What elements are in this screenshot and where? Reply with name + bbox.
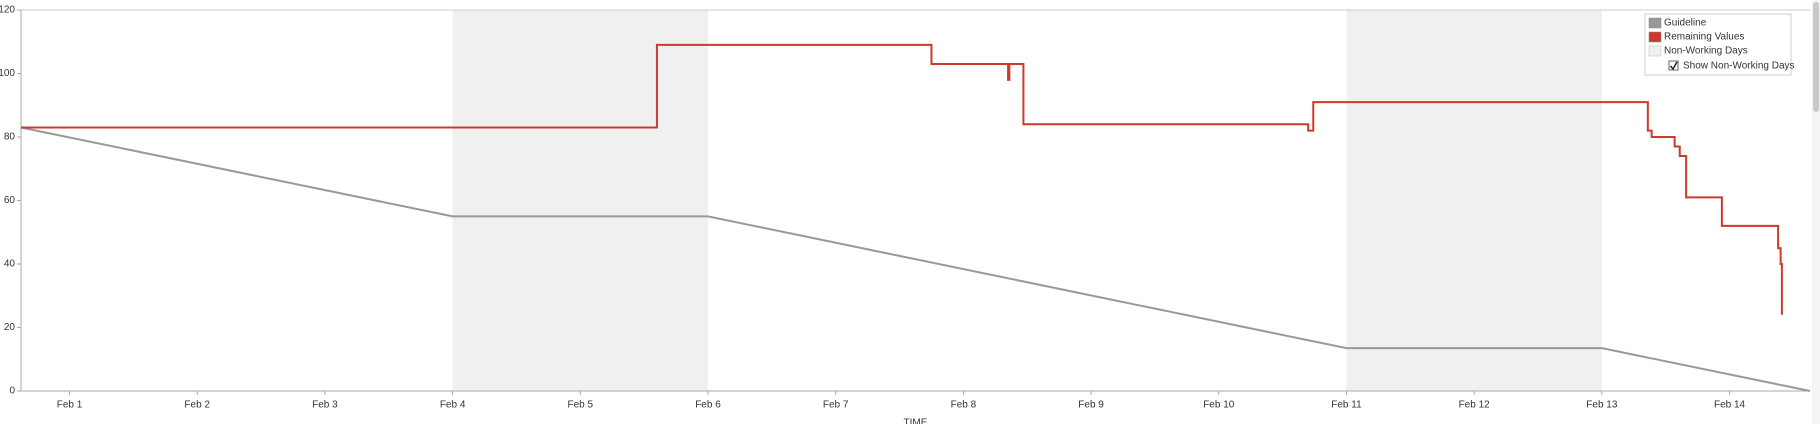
non-working-band [452, 10, 708, 391]
y-tick-label: 100 [0, 68, 15, 79]
y-tick-label: 40 [4, 259, 16, 270]
legend-label: Guideline [1664, 18, 1707, 29]
x-tick-label: Feb 11 [1331, 400, 1362, 411]
x-axis-label: TIME [904, 418, 928, 424]
y-tick-label: 120 [0, 5, 15, 16]
toggle-checkbox[interactable] [1668, 60, 1679, 71]
legend-swatch [1648, 45, 1662, 57]
x-tick-label: Feb 10 [1203, 400, 1235, 411]
toggle-check [1669, 61, 1678, 71]
x-tick-label: Feb 12 [1459, 400, 1491, 411]
x-tick-label: Feb 1 [57, 400, 83, 411]
legend-label: Remaining Values [1664, 32, 1744, 43]
x-tick-label: Feb 8 [951, 400, 977, 411]
x-tick-label: Feb 9 [1078, 400, 1104, 411]
x-tick-label: Feb 2 [184, 400, 210, 411]
toggle-label[interactable]: Show Non-Working Days [1683, 61, 1795, 72]
x-tick-label: Feb 3 [312, 400, 338, 411]
x-tick-label: Feb 14 [1714, 400, 1746, 411]
y-tick-label: 60 [4, 195, 16, 206]
non-working-band [1346, 10, 1602, 391]
scrollbar-track [1812, 0, 1820, 424]
y-tick-label: 20 [4, 322, 16, 333]
x-tick-label: Feb 13 [1586, 400, 1618, 411]
legend-swatch [1648, 17, 1662, 29]
x-tick-label: Feb 4 [440, 400, 466, 411]
y-tick-label: 0 [9, 386, 15, 397]
legend-swatch [1648, 31, 1662, 43]
x-tick-label: Feb 7 [823, 400, 849, 411]
series-line [21, 43, 1783, 315]
legend-label: Non-Working Days [1664, 46, 1748, 57]
x-tick-label: Feb 5 [568, 400, 594, 411]
scrollbar-thumb[interactable] [1813, 2, 1819, 112]
x-tick-label: Feb 6 [695, 400, 721, 411]
series-line [20, 126, 1811, 392]
y-tick-label: 80 [4, 132, 16, 143]
